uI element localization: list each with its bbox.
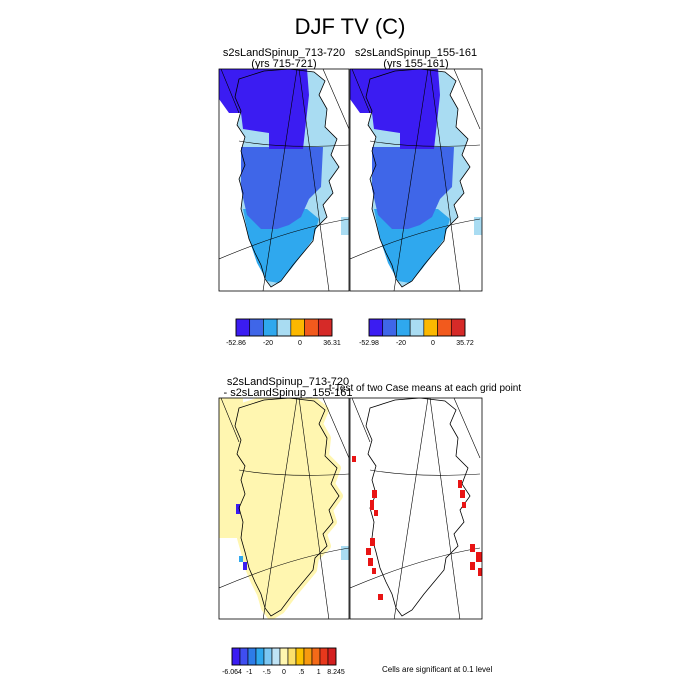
colorbar-box xyxy=(311,647,321,666)
colorbar-label: -.5 xyxy=(263,669,271,676)
colorbar-box xyxy=(396,318,411,337)
colorbar-box xyxy=(423,318,438,337)
panel-title-diff-line2: - s2sLandSpinup_155-161 xyxy=(223,387,353,399)
colorbar-box xyxy=(239,647,249,666)
colorbar-case1: -52.86 -20 0 36.31 xyxy=(226,318,341,347)
colorbar-label: 0 xyxy=(282,669,286,676)
colorbar-box xyxy=(382,318,397,337)
map-panel-ttest xyxy=(349,397,483,620)
panel-title-diff-line1: s2sLandSpinup_713-720 xyxy=(226,376,350,388)
colorbar-case2: -52.98 -20 0 35.72 xyxy=(359,318,474,347)
colorbar-box xyxy=(295,647,305,666)
colorbar-label: 0 xyxy=(431,340,435,347)
colorbar-label: -52.98 xyxy=(359,340,379,347)
colorbar-label: 36.31 xyxy=(323,340,341,347)
colorbar-label: -6.064 xyxy=(222,669,242,676)
map-panel-diff xyxy=(218,397,350,620)
colorbar-label: -52.86 xyxy=(226,340,246,347)
colorbar-label: -1 xyxy=(246,669,252,676)
colorbar-label: .5 xyxy=(298,669,304,676)
panel-title-ttest: t-Test of two Case means at each grid po… xyxy=(328,383,522,394)
colorbar-label: 0 xyxy=(298,340,302,347)
colorbar-box xyxy=(263,647,273,666)
colorbar-diff: -6.064 -1 -.5 0 .5 1 8.245 xyxy=(222,647,345,676)
colorbar-label: 1 xyxy=(317,669,321,676)
colorbar-box xyxy=(290,318,305,337)
panel-title-case1-line1: s2sLandSpinup_713-720 xyxy=(222,47,346,59)
colorbar-box xyxy=(287,647,297,666)
panel-title-case1-line2: (yrs 715-721) xyxy=(251,58,317,70)
colorbar-box xyxy=(368,318,384,337)
colorbar-box xyxy=(247,647,257,666)
panel-title-case1: s2sLandSpinup_713-720 (yrs 715-721) xyxy=(219,48,349,70)
panel-title-case2-line1: s2sLandSpinup_155-161 xyxy=(354,47,478,59)
panel-title-diff: s2sLandSpinup_713-720 - s2sLandSpinup_15… xyxy=(218,377,358,399)
colorbar-box xyxy=(263,318,278,337)
colorbar-box xyxy=(304,318,319,337)
colorbar-box xyxy=(303,647,313,666)
colorbar-box xyxy=(317,318,333,337)
colorbar-box xyxy=(231,647,241,666)
colorbar-box xyxy=(235,318,251,337)
colorbar-box xyxy=(271,647,281,666)
panel-title-case2-line2: (yrs 155-161) xyxy=(383,58,449,70)
colorbar-box xyxy=(437,318,452,337)
colorbar-box xyxy=(327,647,337,666)
colorbar-box xyxy=(279,647,289,666)
panel-title-case2: s2sLandSpinup_155-161 (yrs 155-161) xyxy=(350,48,482,70)
map-panel-case2 xyxy=(349,68,483,292)
colorbar-label: 8.245 xyxy=(327,669,345,676)
colorbar-label: -20 xyxy=(396,340,406,347)
colorbar-box xyxy=(255,647,265,666)
map-panel-case1 xyxy=(218,68,350,292)
colorbar-box xyxy=(409,318,425,337)
colorbar-box xyxy=(249,318,264,337)
colorbar-box xyxy=(276,318,292,337)
colorbar-label: 35.72 xyxy=(456,340,474,347)
colorbar-label: -20 xyxy=(263,340,273,347)
figure-title: DJF TV (C) xyxy=(294,14,406,39)
significance-note: Cells are significant at 0.1 level xyxy=(382,665,493,674)
colorbar-box xyxy=(319,647,329,666)
colorbar-box xyxy=(450,318,466,337)
